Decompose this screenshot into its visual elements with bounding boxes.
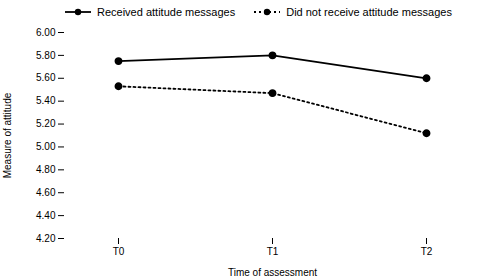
svg-text:Measure of attitude: Measure of attitude — [2, 92, 13, 178]
svg-text:T2: T2 — [421, 246, 433, 257]
svg-text:5.80: 5.80 — [36, 50, 56, 61]
svg-text:4.80: 4.80 — [36, 164, 56, 175]
svg-text:4.60: 4.60 — [36, 187, 56, 198]
svg-text:T1: T1 — [267, 246, 279, 257]
svg-text:4.40: 4.40 — [36, 210, 56, 221]
html-text:Received attitude messages: Received attitude messages — [97, 6, 236, 18]
svg-text:5.20: 5.20 — [36, 118, 56, 129]
svg-text:5.00: 5.00 — [36, 141, 56, 152]
svg-text:5.60: 5.60 — [36, 72, 56, 83]
html-text:Did not receive attitude messa: Did not receive attitude messages — [286, 6, 452, 18]
svg-text:5.40: 5.40 — [36, 95, 56, 106]
svg-text:Time of assessment: Time of assessment — [228, 267, 317, 278]
svg-text:4.20: 4.20 — [36, 233, 56, 244]
svg-text:6.00: 6.00 — [36, 27, 56, 38]
svg-text:T0: T0 — [113, 246, 125, 257]
